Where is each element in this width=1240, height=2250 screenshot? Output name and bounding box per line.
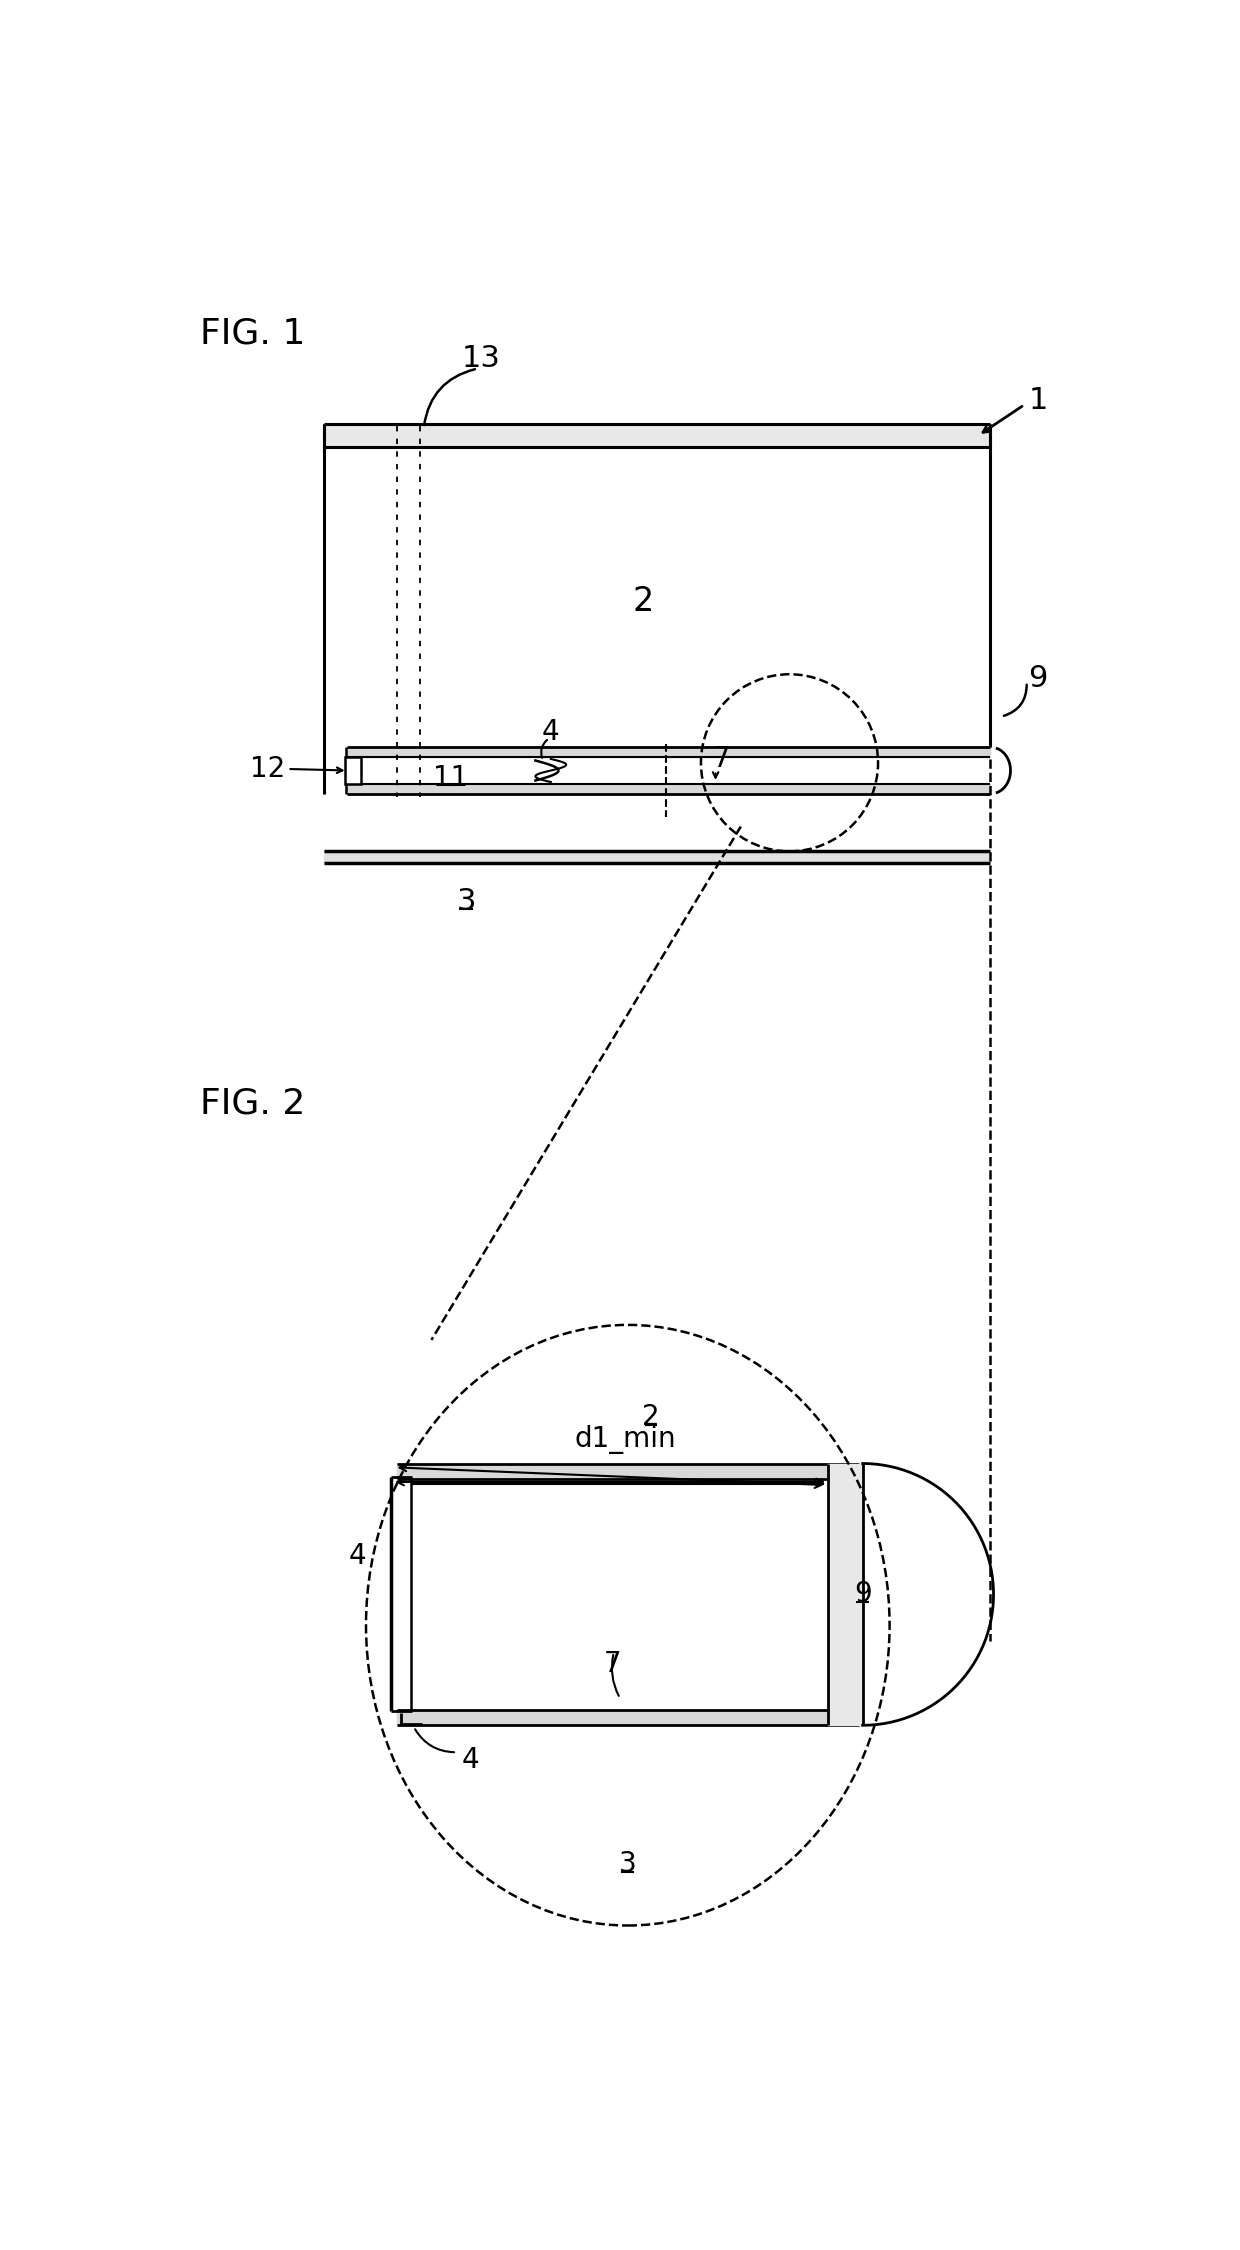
Text: 7: 7	[604, 1649, 621, 1678]
Text: 12: 12	[250, 756, 285, 783]
Text: 13: 13	[463, 344, 501, 374]
Text: FIG. 1: FIG. 1	[201, 317, 306, 351]
Text: 2: 2	[642, 1404, 660, 1431]
Text: 4: 4	[461, 1746, 479, 1773]
Text: 9: 9	[854, 1580, 872, 1609]
Text: 3: 3	[619, 1850, 636, 1879]
Text: 4: 4	[542, 718, 559, 747]
Text: d1_min: d1_min	[574, 1424, 676, 1454]
Text: 11: 11	[433, 765, 469, 792]
Text: 4: 4	[348, 1541, 366, 1570]
Text: 1: 1	[1028, 387, 1048, 416]
Bar	[345, 756, 361, 785]
Text: 7: 7	[713, 745, 730, 774]
Text: 9: 9	[1028, 664, 1048, 693]
Text: FIG. 2: FIG. 2	[201, 1087, 306, 1120]
Text: 2: 2	[632, 585, 653, 616]
Text: 3: 3	[456, 886, 476, 916]
